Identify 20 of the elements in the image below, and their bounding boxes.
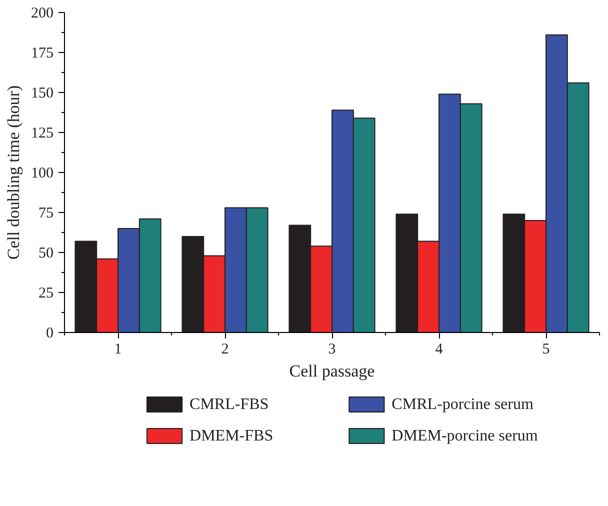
y-tick-label: 150 <box>31 86 54 102</box>
legend-label: DMEM-porcine serum <box>392 428 538 444</box>
y-tick-label: 0 <box>46 326 54 342</box>
x-tick-label: 5 <box>542 342 550 358</box>
x-tick-label: 2 <box>221 342 229 358</box>
y-tick-label: 125 <box>31 126 54 142</box>
y-tick-label: 175 <box>31 46 54 62</box>
y-tick-label: 75 <box>38 206 54 222</box>
y-tick-label: 200 <box>31 6 54 22</box>
x-tick-label: 4 <box>435 342 444 358</box>
x-axis-title: Cell passage <box>289 362 375 380</box>
legend-label: CMRL-FBS <box>190 396 269 413</box>
x-tick-label: 3 <box>328 342 336 358</box>
y-tick-label: 25 <box>38 286 54 302</box>
x-tick-label: 1 <box>114 342 122 358</box>
y-axis-title: Cell doubling time (hour) <box>4 85 23 260</box>
legend-label: DMEM-FBS <box>190 428 274 444</box>
y-tick-label: 50 <box>38 246 54 262</box>
y-tick-label: 100 <box>31 166 54 182</box>
legend-label: CMRL-porcine serum <box>392 396 534 413</box>
